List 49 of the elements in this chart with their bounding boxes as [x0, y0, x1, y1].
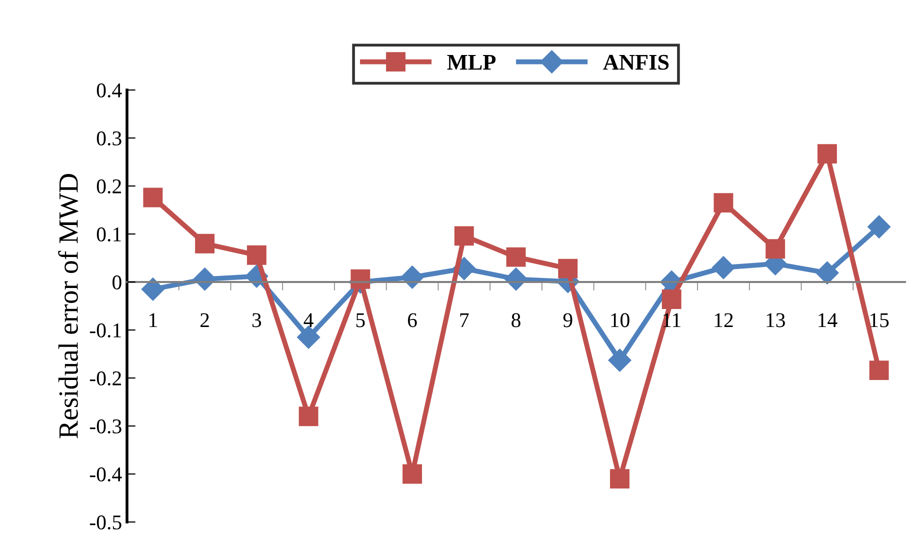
- point: [608, 348, 632, 372]
- x-tick-label: 14: [818, 313, 838, 328]
- point: [766, 239, 786, 259]
- point: [714, 193, 734, 213]
- y-tick-label: -0.4: [90, 467, 122, 482]
- legend-label: MLP: [447, 55, 496, 70]
- y-tick-label: 0.3: [96, 131, 122, 146]
- point: [350, 269, 370, 289]
- x-tick-label: 9: [563, 313, 572, 328]
- y-tick-label: 0: [112, 275, 122, 290]
- point: [143, 188, 163, 208]
- y-tick-label: 0.4: [96, 83, 122, 98]
- x-tick-label: 1: [150, 313, 157, 328]
- point: [246, 245, 266, 265]
- point: [558, 258, 578, 278]
- point: [195, 234, 215, 254]
- x-tick-label: 10: [611, 313, 630, 328]
- point: [816, 261, 839, 284]
- x-tick-label: 15: [870, 313, 889, 328]
- point: [610, 469, 630, 489]
- x-tick-label: 8: [512, 313, 520, 328]
- point: [712, 256, 735, 280]
- y-tick-label: -0.2: [90, 371, 121, 386]
- x-tick-label: 3: [252, 313, 262, 328]
- y-tick-label: 0.2: [96, 179, 121, 194]
- x-tick-label: 5: [356, 313, 365, 328]
- point: [298, 406, 318, 426]
- point: [817, 144, 837, 164]
- x-tick-label: 12: [714, 313, 733, 328]
- x-tick-label: 7: [460, 313, 469, 328]
- y-tick-label: 0.1: [96, 227, 121, 242]
- point: [400, 266, 424, 289]
- x-tick-label: 6: [408, 313, 417, 328]
- x-tick-label: 13: [766, 313, 785, 328]
- legend-label: ANFIS: [603, 54, 669, 70]
- x-tick-label: 2: [200, 313, 209, 328]
- point: [662, 290, 682, 310]
- point: [454, 226, 474, 246]
- point: [868, 215, 891, 238]
- point: [869, 360, 889, 380]
- y-tick-label: -0.3: [90, 419, 122, 434]
- point: [506, 247, 526, 267]
- point: [141, 278, 164, 301]
- y-axis-title: Residual error of MWD: [58, 174, 78, 438]
- x-tick-label: 4: [304, 313, 314, 328]
- y-tick-label: -0.5: [90, 515, 122, 530]
- point: [402, 464, 422, 484]
- y-tick-label: -0.1: [90, 323, 121, 338]
- point: [297, 326, 320, 349]
